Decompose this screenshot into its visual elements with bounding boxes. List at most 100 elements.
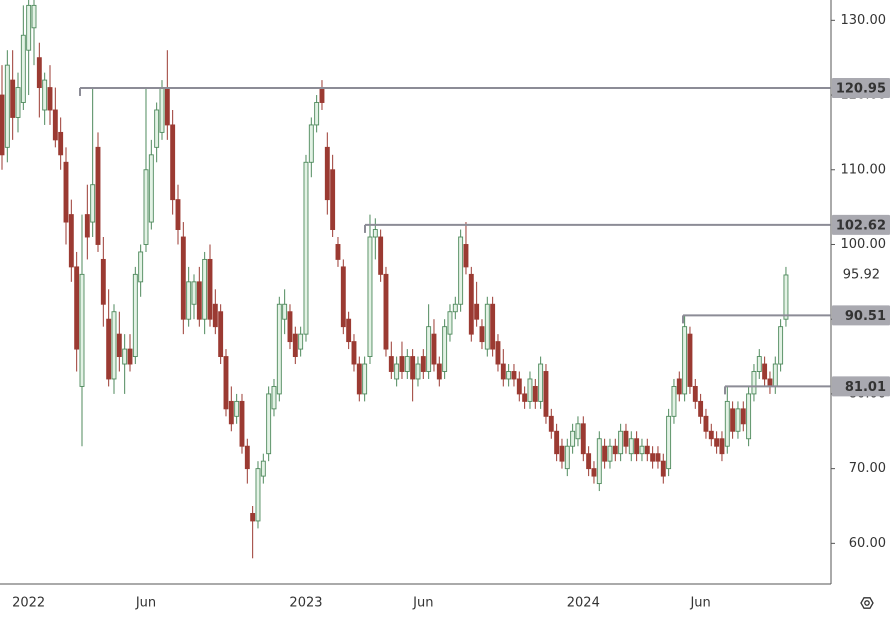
candle-body — [202, 258, 208, 320]
candle-body — [79, 273, 85, 387]
candle-body — [260, 460, 266, 477]
candle-body — [415, 363, 421, 380]
candle-body — [559, 445, 565, 462]
candle-body — [724, 400, 730, 447]
candle-body — [778, 326, 784, 365]
candle-body — [212, 303, 218, 328]
candle-body — [543, 371, 549, 417]
candle-body — [42, 79, 48, 111]
candle-body — [298, 333, 304, 350]
candle-body — [234, 400, 240, 417]
candle-body — [244, 445, 250, 470]
candle-body — [746, 393, 752, 440]
candle-body — [463, 244, 469, 268]
candle-body — [495, 341, 501, 365]
level-label: 102.62 — [836, 218, 886, 233]
candle-body — [708, 430, 714, 440]
candle-body — [596, 438, 602, 485]
candle-body — [362, 363, 368, 395]
candle-body — [154, 109, 160, 148]
candle-body — [52, 109, 58, 141]
candle-body — [420, 356, 426, 372]
candle-body — [628, 438, 634, 455]
candle-body — [612, 445, 618, 455]
candle-body — [340, 266, 346, 328]
candle-body — [330, 169, 336, 230]
last-price-label: 95.92 — [843, 267, 880, 282]
candle-body — [132, 273, 138, 358]
candle-body — [532, 385, 538, 402]
candle-body — [639, 445, 645, 455]
candle-body — [506, 371, 512, 380]
plot-area — [0, 0, 789, 559]
candle-body — [0, 94, 5, 156]
candle-body — [767, 378, 773, 387]
candle-body — [580, 423, 586, 455]
candle-body — [426, 326, 432, 372]
candle-body — [431, 333, 437, 365]
candle-body — [772, 363, 778, 387]
candle-body — [570, 430, 576, 447]
candle-body — [676, 378, 682, 395]
candle-body — [58, 131, 64, 156]
candle-body — [447, 311, 453, 335]
candle-body — [207, 258, 213, 320]
candle-body — [404, 356, 410, 372]
candle-body — [250, 513, 256, 522]
candle-body — [356, 363, 362, 395]
candle-body — [175, 199, 181, 230]
level-label: 120.95 — [836, 81, 886, 96]
candle-body — [442, 326, 448, 372]
candle-body — [122, 348, 128, 365]
candle-body — [271, 385, 277, 410]
candle-body — [383, 273, 389, 350]
candle-body — [84, 214, 90, 238]
candle-body — [452, 303, 458, 313]
candle-body — [287, 311, 293, 343]
candle-body — [308, 124, 314, 163]
candle-body — [239, 400, 245, 447]
candle-body — [63, 161, 69, 223]
candle-body — [564, 445, 570, 470]
candle-body — [634, 438, 640, 455]
candle-body — [303, 161, 309, 335]
candle-body — [730, 408, 736, 432]
candle-body — [138, 251, 144, 283]
candle-body — [671, 385, 677, 417]
candle-body — [351, 341, 357, 365]
candle-body — [548, 415, 554, 432]
candle-body — [740, 408, 746, 425]
candle-body — [756, 356, 762, 372]
candle-body — [68, 214, 74, 268]
x-tick-label: 2023 — [289, 596, 322, 611]
last-price-bg — [836, 265, 890, 284]
settings-button[interactable] — [860, 597, 874, 609]
candle-body — [522, 393, 528, 402]
candle-body — [554, 430, 560, 455]
candle-body — [218, 311, 224, 358]
candle-body — [607, 445, 613, 462]
candle-body — [100, 258, 106, 305]
candle-body — [148, 154, 154, 223]
candle-body — [372, 229, 378, 238]
candle-body — [4, 64, 10, 148]
candle-body — [698, 400, 704, 417]
candle-body — [20, 34, 26, 103]
candle-body — [367, 236, 373, 358]
candle-body — [479, 326, 485, 343]
candle-body — [762, 363, 768, 380]
settings-icon[interactable] — [860, 597, 874, 609]
candle-body — [468, 273, 474, 335]
candle-body — [655, 453, 661, 462]
candle-body — [74, 266, 80, 350]
candle-body — [90, 184, 96, 223]
candle-body — [660, 460, 666, 477]
candle-body — [527, 378, 533, 402]
candle-body — [751, 371, 757, 395]
candle-body — [586, 453, 592, 470]
candle-body — [255, 468, 261, 522]
candle-body — [394, 363, 400, 380]
candle-body — [292, 333, 298, 358]
settings-icon-center — [864, 600, 870, 606]
